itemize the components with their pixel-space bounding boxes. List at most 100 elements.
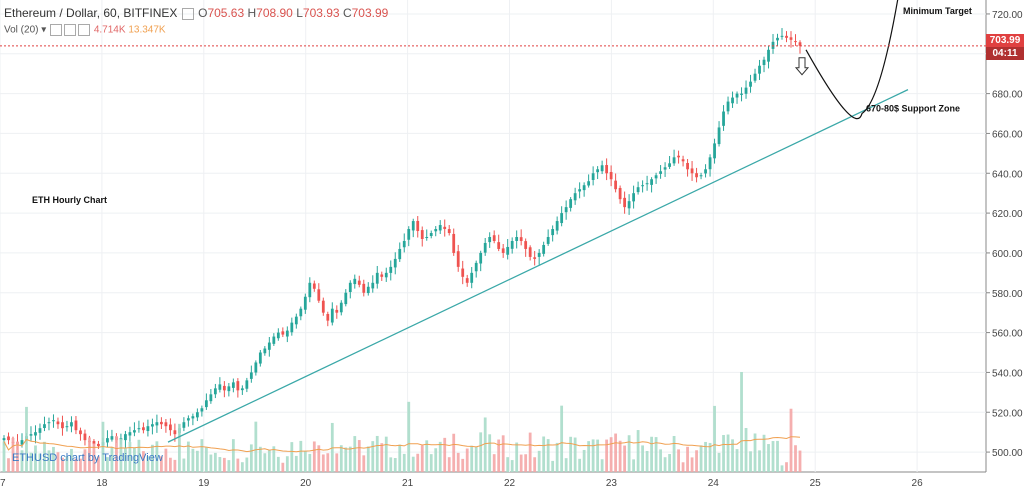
symbol-title: Ethereum / Dollar, 60, BITFINEX [4,6,178,20]
candle-up [506,246,510,255]
volume-bar [249,444,253,472]
candle-up [474,262,478,272]
eye-icon[interactable] [181,7,194,20]
gear-icon[interactable] [64,24,77,36]
candle-up [749,81,752,87]
candle-up [672,157,676,164]
volume-bar [785,462,788,472]
volume-bar [587,441,591,472]
x-tick-label: 17 [0,478,6,489]
volume-bar [195,450,199,472]
volume-bar [142,451,145,472]
volume-bar [7,458,10,472]
candle-up [371,282,375,289]
tradingview-watermark[interactable]: ETHUSD chart by TradingView [12,452,163,464]
candle-down [321,300,325,313]
volume-bar [380,443,384,472]
candle-up [110,436,114,440]
candle-up [65,426,69,428]
volume-bar [2,441,6,472]
volume-bar [582,449,586,472]
candle-up [330,308,334,323]
candle-up [591,173,595,180]
volume-bar [366,446,370,472]
y-tick-label: 680.00 [992,90,1023,101]
volume-bar [209,454,213,472]
volume-bar [744,428,748,472]
candle-up [398,248,402,260]
volume-bar [672,436,676,472]
candle-up [636,187,640,193]
candle-down [492,235,496,241]
candle-down [798,42,802,46]
candle-up [200,408,204,412]
candle-up [276,332,280,339]
candle-down [326,313,330,321]
candle-down [222,385,226,391]
volume-bar [533,457,537,472]
volume-bar [519,454,523,472]
volume-bar [155,441,159,472]
close-icon[interactable] [78,24,91,36]
volume-bar [470,445,474,472]
candle-up [191,416,195,419]
volume-bar [596,439,600,472]
volume-bar [38,453,42,472]
volume-bar [137,439,141,472]
volume-bar [641,445,644,472]
volume-bar [389,457,393,472]
candle-up [2,438,6,441]
x-tick-label: 22 [504,478,516,489]
candle-up [285,330,289,337]
volume-bar [609,437,613,472]
volume-bar [317,445,321,472]
eye-icon[interactable] [50,24,63,36]
volume-bar [164,448,168,472]
volume-bar [506,457,510,472]
candle-up [254,362,258,373]
close-value: 703.99 [351,6,389,20]
volume-bar [204,447,208,472]
candle-up [659,171,662,174]
chevron-down-icon[interactable]: ▾ [41,24,47,36]
candle-up [582,185,586,191]
volume-bar [501,435,505,472]
candle-down [677,155,680,158]
volume-bar [627,435,631,472]
candle-up [106,438,109,443]
volume-bar [321,454,325,472]
volume-bar [133,447,136,472]
annotation-minimum-target: Minimum Target [903,6,972,16]
candle-up [299,308,303,317]
volume-bar [281,462,285,472]
countdown-tag: 04:11 [986,47,1024,60]
volume-bar [236,458,240,472]
candle-down [533,257,537,259]
volume-bar [564,458,568,472]
volume-bar [74,458,78,472]
candle-up [600,165,604,172]
candle-up [668,163,671,167]
candle-up [155,422,159,426]
volume-bar [780,465,784,472]
volume-bar [740,372,743,472]
volume-bar [731,439,734,472]
y-tick-label: 620.00 [992,209,1023,220]
volume-value: 4.714K [93,24,126,36]
candle-down [695,173,698,178]
volume-bar [119,438,123,472]
volume-bar [115,436,118,472]
volume-bar [560,405,564,472]
volume-bar [169,457,172,472]
candle-down [686,162,689,170]
y-tick-label: 600.00 [992,249,1023,260]
volume-bar [299,440,303,472]
candle-up [204,400,208,408]
y-tick-label: 520.00 [992,408,1023,419]
candle-up [375,272,379,284]
volume-bar [177,423,181,472]
volume-bar [528,432,532,472]
x-tick-label: 19 [198,478,210,489]
volume-bar [70,448,73,472]
